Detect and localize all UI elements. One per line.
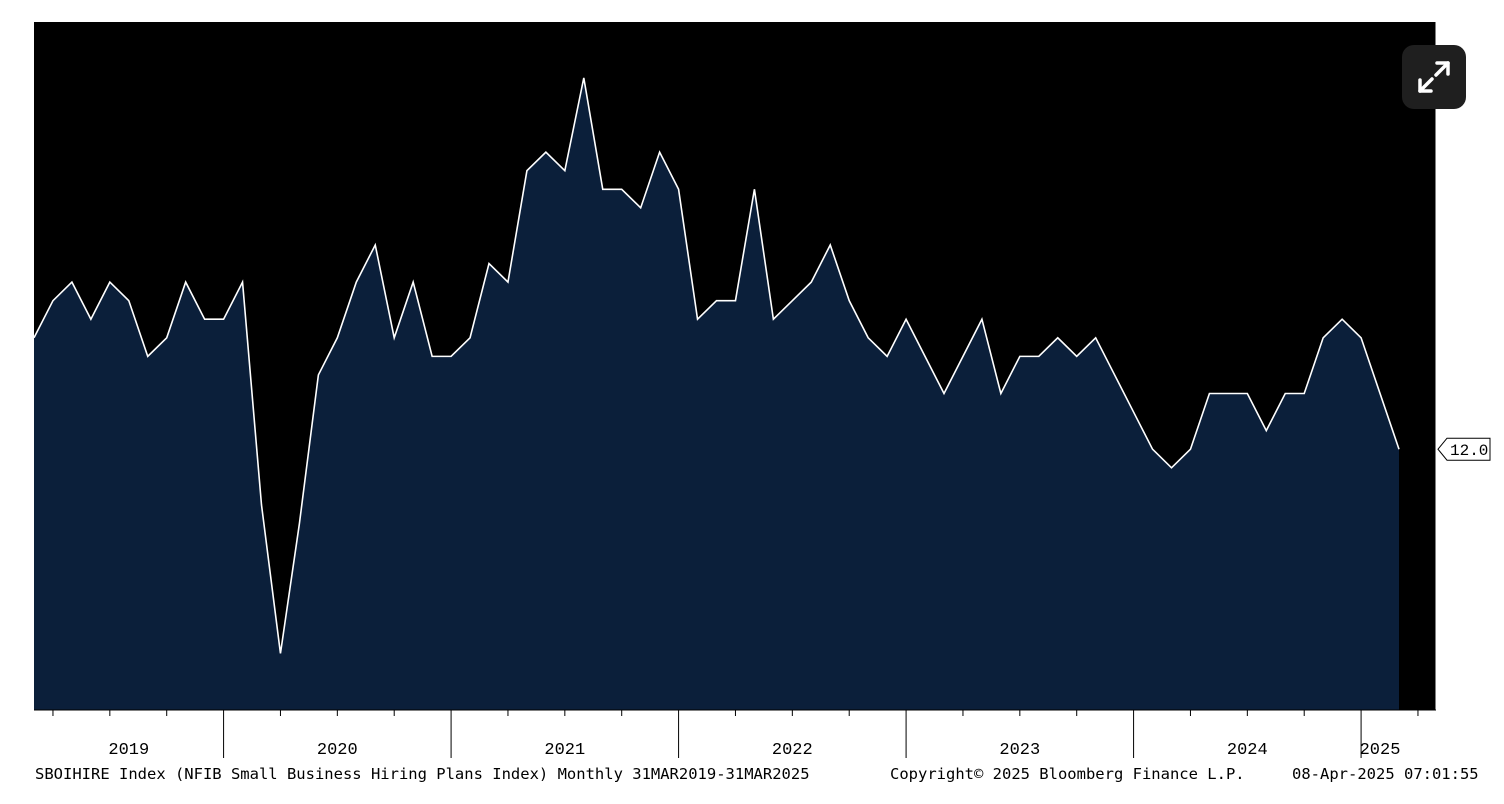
y-tick-label-25: 25 (1444, 201, 1463, 219)
expand-button[interactable] (1402, 45, 1466, 109)
y-tick-30 (1436, 111, 1443, 119)
y-tick-label-0: 0 (1444, 665, 1454, 683)
last-value-tag (1437, 437, 1491, 461)
y-tick-10 (1436, 482, 1443, 490)
y-tick-0 (1436, 668, 1443, 676)
x-year-label-2019: 2019 (108, 741, 149, 760)
expand-arrows-icon (1418, 61, 1450, 93)
y-tick-5 (1436, 575, 1443, 583)
y-tick-label-5: 5 (1444, 572, 1454, 590)
y-tick-top (1436, 16, 1444, 24)
x-year-label-2022: 2022 (772, 741, 813, 760)
footer-copyright: Copyright© 2025 Bloomberg Finance L.P. (890, 765, 1245, 783)
series-area (34, 77, 1399, 711)
footer-series-description: SBOIHIRE Index (NFIB Small Business Hiri… (35, 765, 810, 783)
footer-timestamp: 08-Apr-2025 07:01:55 (1292, 765, 1479, 783)
series-line (33, 77, 1400, 654)
x-year-label-2023: 2023 (999, 741, 1040, 760)
y-tick-label-10: 10 (1444, 479, 1463, 497)
x-year-label-2021: 2021 (544, 741, 585, 760)
x-year-label-2025: 2025 (1360, 741, 1401, 760)
y-tick-label-30: 30 (1444, 108, 1463, 126)
y-tick-label-15: 15 (1444, 387, 1463, 405)
y-tick-25 (1436, 204, 1443, 212)
last-value-label: 12.0 (1450, 442, 1488, 460)
x-year-label-2020: 2020 (317, 741, 358, 760)
y-tick-label-20: 20 (1444, 294, 1463, 312)
y-tick-20 (1436, 297, 1443, 305)
y-tick-15 (1436, 390, 1443, 397)
x-year-label-2024: 2024 (1227, 741, 1268, 760)
